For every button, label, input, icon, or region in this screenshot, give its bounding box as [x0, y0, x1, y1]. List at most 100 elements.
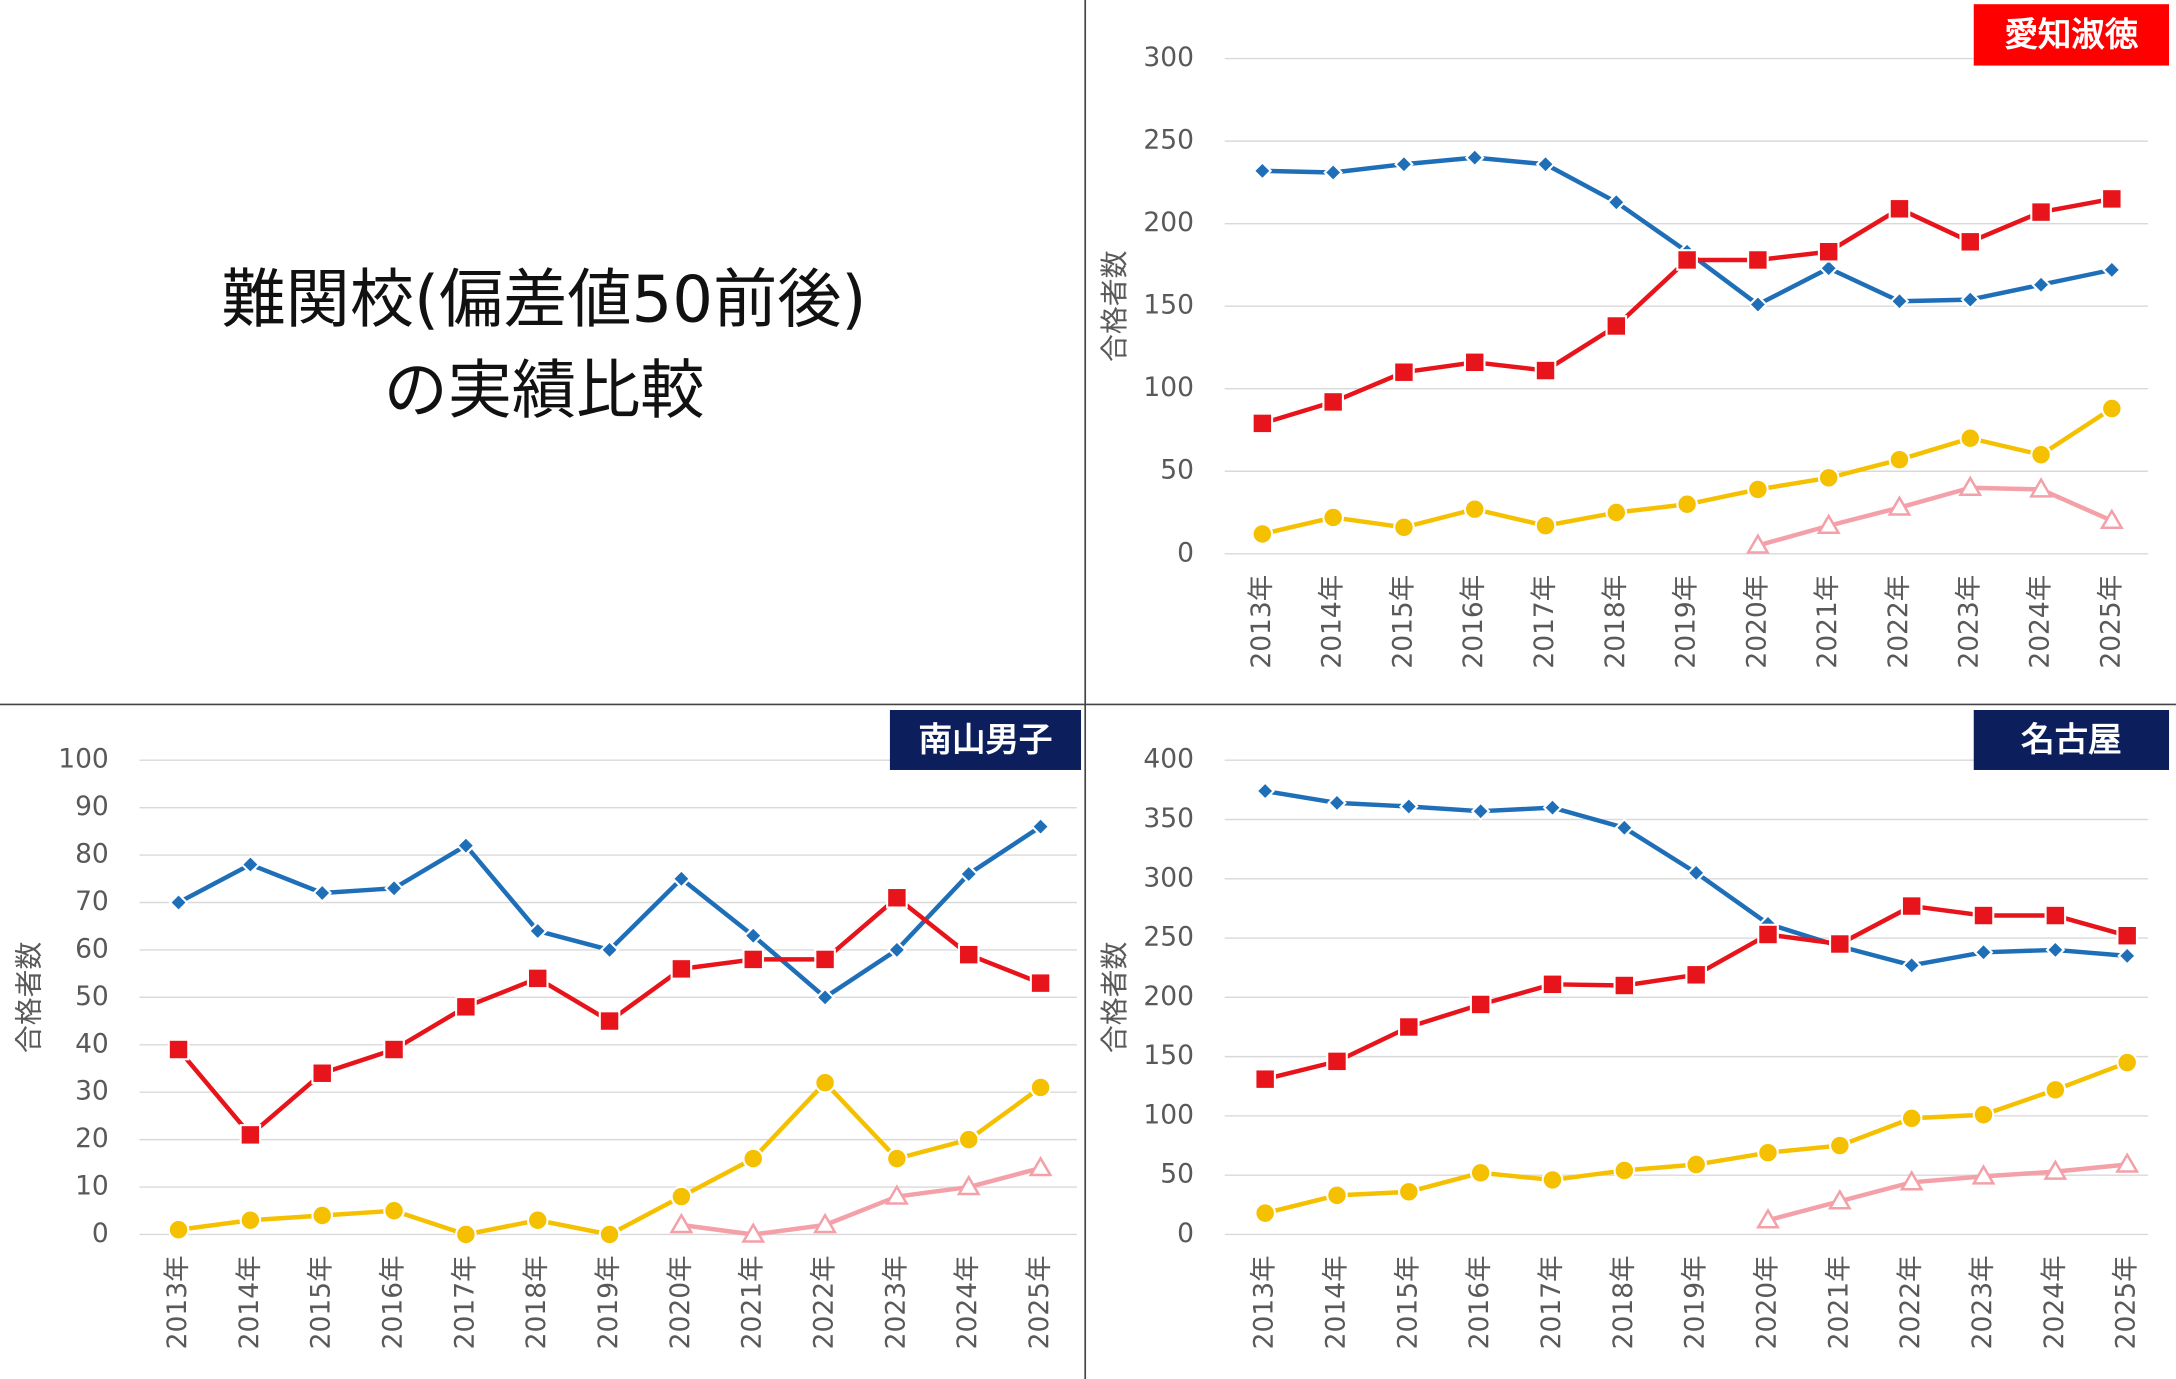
data-point [1829, 1134, 1851, 1157]
chart-title: 愛知淑徳 [2004, 15, 2138, 54]
data-point [1251, 523, 1274, 545]
x-tick-label: 2019年 [593, 1255, 624, 1349]
data-point [671, 868, 692, 889]
data-point [1959, 231, 1982, 253]
data-point [1541, 1169, 1564, 1191]
data-point [1816, 513, 1841, 534]
y-tick-label: 250 [1143, 125, 1194, 156]
x-tick-label: 2016年 [1458, 575, 1489, 669]
data-point [1028, 1155, 1053, 1177]
x-tick-label: 2022年 [1895, 1255, 1926, 1349]
data-point [1959, 427, 1982, 450]
data-point [670, 958, 693, 980]
y-axis-label: 合格者数 [1098, 941, 1131, 1053]
data-point [1605, 315, 1628, 337]
data-point [1958, 475, 1983, 496]
x-tick-label: 2024年 [952, 1255, 983, 1349]
data-point [1889, 291, 1910, 312]
data-point [2044, 904, 2067, 927]
data-point [526, 967, 549, 990]
y-tick-label: 300 [1143, 862, 1194, 893]
data-point [2099, 508, 2124, 529]
series-line [1767, 1162, 2128, 1223]
school-badge [1973, 4, 2170, 66]
x-tick-label: 2025年 [2095, 575, 2126, 669]
x-tick-label: 2018年 [1600, 575, 1631, 669]
data-point [1463, 498, 1486, 521]
data-point [1888, 197, 1911, 220]
x-tick-label: 2021年 [1812, 575, 1843, 669]
y-tick-label: 150 [1143, 290, 1194, 321]
x-tick-label: 2023年 [1967, 1255, 1998, 1349]
data-point [599, 940, 620, 960]
data-point [1972, 1103, 1995, 1126]
x-tick-label: 2018年 [1608, 1255, 1639, 1349]
data-point [1327, 793, 1347, 813]
y-axis-label: 合格者数 [1098, 250, 1131, 362]
x-tick-label: 2016年 [378, 1255, 409, 1349]
data-point [240, 854, 261, 875]
x-tick-label: 2015年 [1392, 1255, 1423, 1349]
x-tick-label: 2013年 [1249, 1255, 1280, 1349]
x-tick-label: 2025年 [1024, 1255, 1055, 1349]
x-tick-label: 2024年 [2025, 575, 2056, 669]
x-tick-label: 2017年 [449, 1255, 480, 1349]
data-point [1676, 493, 1698, 516]
data-point [1829, 933, 1851, 955]
y-tick-label: 40 [75, 1028, 109, 1059]
x-tick-label: 2015年 [1387, 575, 1418, 669]
data-point [2029, 477, 2053, 498]
data-point [1606, 192, 1627, 213]
y-tick-label: 50 [1160, 455, 1194, 486]
data-point [958, 864, 979, 884]
y-tick-label: 50 [1160, 1159, 1194, 1190]
x-tick-label: 2023年 [880, 1255, 911, 1349]
data-point [1827, 1189, 1852, 1210]
y-tick-label: 90 [75, 791, 109, 822]
data-point [1252, 160, 1273, 181]
data-point [1029, 1076, 1052, 1099]
data-point [2116, 924, 2138, 947]
data-point [2045, 940, 2066, 960]
data-point [2030, 201, 2052, 223]
y-tick-label: 0 [1177, 537, 1194, 568]
data-point [167, 1218, 190, 1241]
chart-title: 名古屋 [2021, 720, 2121, 759]
data-point [670, 1185, 693, 1208]
data-point [1818, 258, 1839, 279]
x-tick-label: 2020年 [665, 1255, 696, 1349]
data-point [1972, 904, 1995, 927]
data-point [311, 1204, 334, 1227]
y-tick-label: 70 [75, 886, 109, 917]
data-point [814, 948, 836, 971]
data-point [1605, 501, 1628, 524]
data-point [1469, 1162, 1492, 1184]
x-tick-label: 2019年 [1680, 1255, 1711, 1349]
data-point [1757, 923, 1779, 946]
data-point [1535, 154, 1556, 175]
x-tick-label: 2013年 [1246, 575, 1277, 669]
y-axis-label: 合格者数 [13, 941, 46, 1053]
data-point [1888, 448, 1911, 471]
school-badge [1973, 710, 2170, 770]
data-point [1748, 294, 1768, 315]
x-tick-label: 2014年 [1317, 575, 1348, 669]
y-tick-label: 100 [1143, 1099, 1194, 1130]
data-point [669, 1212, 694, 1234]
y-tick-label: 200 [1143, 981, 1194, 1012]
data-point [1960, 289, 1981, 310]
data-point [1470, 801, 1491, 822]
data-point [1463, 351, 1486, 374]
y-tick-label: 0 [92, 1218, 109, 1249]
data-point [526, 1209, 549, 1232]
data-point [957, 1128, 980, 1151]
x-tick-label: 2021年 [1823, 1255, 1854, 1349]
data-point [2101, 260, 2122, 280]
data-point [815, 987, 835, 1008]
y-tick-label: 400 [1143, 744, 1194, 775]
data-point [1685, 1153, 1707, 1176]
data-point [1973, 942, 1994, 963]
data-point [311, 1062, 334, 1085]
data-point [1542, 797, 1563, 818]
chart-title: 南山男子 [919, 720, 1053, 759]
